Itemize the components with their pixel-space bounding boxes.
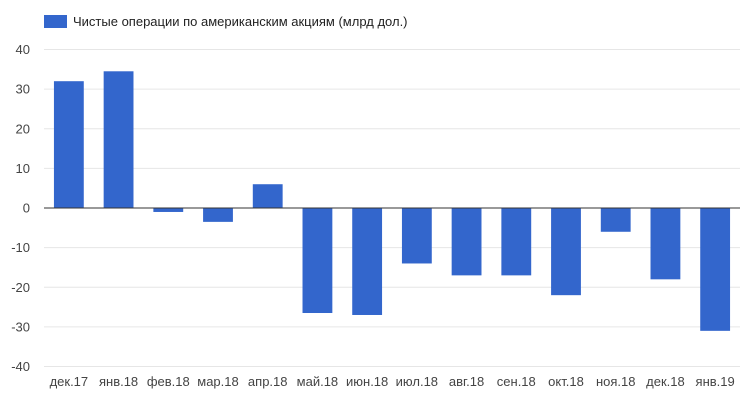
y-tick-label: -30 [11,319,30,334]
bar [302,208,333,314]
bar [551,208,581,296]
x-tick-label: май.18 [297,374,339,389]
x-tick-label: сен.18 [497,374,536,389]
bar [650,208,681,280]
y-tick-label: 40 [16,42,30,57]
y-tick-label: -10 [11,240,30,255]
x-tick-label: июн.18 [346,374,388,389]
bar [700,208,731,331]
legend-label: Чистые операции по американским акциям (… [73,14,408,29]
bar [352,208,383,315]
bar [451,208,482,276]
bar [103,71,134,208]
x-tick-label: ноя.18 [596,374,636,389]
x-tick-label: янв.19 [696,374,735,389]
x-tick-label: окт.18 [548,374,584,389]
x-tick-label: фев.18 [147,374,190,389]
x-tick-label: апр.18 [248,374,288,389]
bar [153,208,184,212]
x-tick-label: авг.18 [449,374,484,389]
y-tick-label: -20 [11,280,30,295]
y-tick-label: 10 [16,161,30,176]
bar [53,81,84,208]
bar [600,208,631,232]
bar [401,208,432,264]
x-tick-label: мар.18 [197,374,238,389]
legend-swatch [44,15,67,28]
x-tick-label: июл.18 [396,374,438,389]
x-tick-label: янв.18 [99,374,138,389]
y-tick-label: 30 [16,82,30,97]
y-tick-label: -40 [11,359,30,374]
x-tick-label: дек.18 [646,374,685,389]
bar [203,208,233,222]
x-tick-label: дек.17 [50,374,89,389]
y-tick-label: 0 [23,201,30,216]
y-tick-label: 20 [16,121,30,136]
chart-legend: Чистые операции по американским акциям (… [44,14,408,29]
bar [501,208,532,276]
bar [252,184,283,208]
